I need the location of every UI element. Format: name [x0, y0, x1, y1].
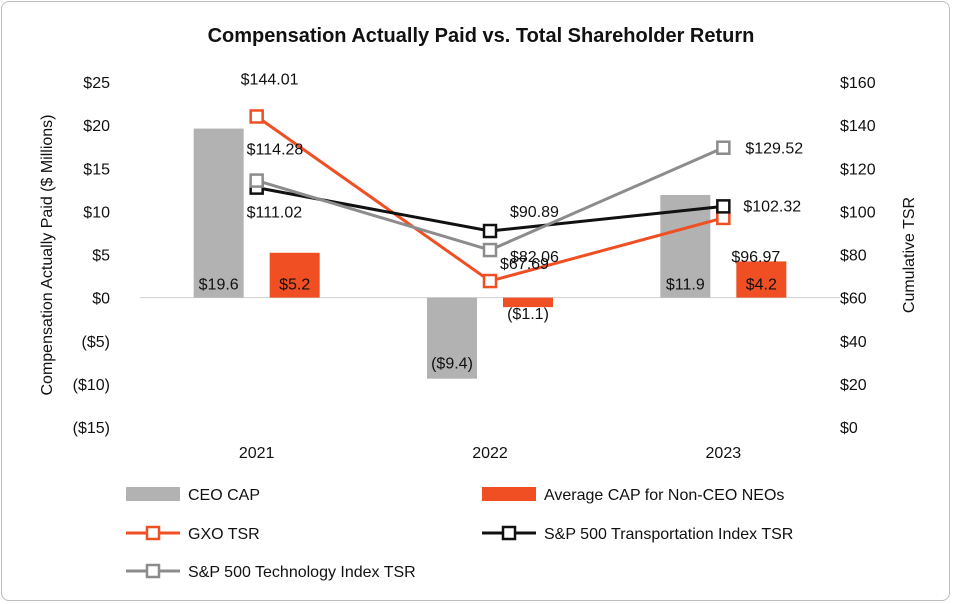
y-axis-label: Compensation Actually Paid ($ Millions) [39, 114, 56, 395]
bar-label-0-1: ($9.4) [431, 356, 473, 373]
bar-label-0-0: $19.6 [199, 277, 239, 294]
line-label-2-2: $129.52 [745, 141, 803, 158]
x-tick-label: 2021 [239, 445, 275, 462]
line-series: $144.01 $67.69 $96.97 $111.02 $90.89 $102.32 $… [241, 71, 803, 289]
right-tick-label: $20 [840, 377, 867, 394]
line-label-2-0: $114.28 [247, 142, 304, 159]
legend-item: GXO TSR [126, 525, 260, 543]
right-tick-label: $160 [840, 75, 876, 92]
marker-2-0 [249, 173, 264, 188]
bar-1-0 [269, 252, 320, 298]
chart-title: Compensation Actually Paid vs. Total Sha… [208, 25, 755, 47]
left-tick-label: ($15) [73, 420, 110, 437]
left-tick-label: $5 [92, 248, 110, 265]
left-axis-ticks: ($15) ($10) ($5) $0 $5 $10 $15 $20 $25 [73, 75, 110, 437]
right-tick-label: $100 [840, 204, 876, 221]
right-tick-label: $60 [840, 291, 867, 308]
left-tick-label: ($5) [82, 334, 110, 351]
left-tick-label: $10 [83, 204, 110, 221]
legend-item: S&P 500 Transportation Index TSR [482, 525, 793, 543]
line-label-0-1: $67.69 [500, 256, 549, 273]
marker-0-2 [716, 210, 731, 226]
left-tick-label: $15 [83, 161, 110, 178]
legend-label: CEO CAP [188, 487, 260, 504]
right-axis-ticks: $0 $20 $40 $60 $80 $100 $120 $140 $160 [840, 75, 876, 437]
bar-series: $19.6 ($9.4) $11.9 $5.2 ($1.1) $4.2 [193, 128, 787, 379]
bar-label-1-2: $4.2 [746, 277, 777, 294]
marker-1-2 [716, 199, 731, 214]
x-axis-tick-labels: 2021 2022 2023 [239, 445, 741, 462]
marker-2-1 [482, 242, 498, 258]
marker-0-0 [249, 109, 264, 124]
legend-swatch [482, 487, 536, 501]
line-label-0-2: $96.97 [731, 249, 780, 266]
left-tick-label: $25 [83, 75, 110, 92]
right-tick-label: $40 [840, 334, 867, 351]
line-label-2-1: $82.06 [510, 249, 559, 266]
legend-label: Average CAP for Non-CEO NEOs [544, 487, 784, 504]
legend-label: S&P 500 Technology Index TSR [188, 564, 416, 581]
bar-1-2 [736, 261, 787, 298]
legend-label: S&P 500 Transportation Index TSR [544, 526, 793, 543]
bar-label-1-1: ($1.1) [507, 306, 549, 323]
bar-0-1 [427, 297, 477, 379]
bar-label-0-2: $11.9 [666, 277, 705, 294]
left-tick-label: $20 [83, 118, 110, 135]
line-label-1-1: $90.89 [510, 204, 559, 221]
legend: CEO CAP Average CAP for Non-CEO NEOs GXO T… [126, 487, 793, 581]
right-tick-label: $140 [840, 118, 876, 135]
right-tick-label: $80 [840, 248, 867, 265]
right-tick-label: $120 [840, 161, 876, 178]
marker-0-1 [482, 273, 498, 289]
legend-item: Average CAP for Non-CEO NEOs [482, 487, 784, 504]
legend-item: CEO CAP [126, 487, 260, 504]
y2-axis-label: Cumulative TSR [901, 197, 918, 313]
right-tick-label: $0 [840, 420, 858, 437]
legend-swatch-marker [145, 525, 161, 541]
left-tick-label: $0 [92, 291, 110, 308]
left-tick-label: ($10) [73, 377, 110, 394]
legend-swatch-marker [145, 563, 161, 579]
line-label-1-2: $102.32 [743, 198, 801, 215]
marker-2-2 [716, 140, 731, 155]
legend-swatch-marker [501, 525, 517, 541]
line-label-0-0: $144.01 [241, 71, 299, 88]
x-tick-label: 2023 [706, 445, 742, 462]
legend-swatch [126, 487, 180, 501]
bar-0-0 [193, 128, 244, 298]
line-label-1-0: $111.02 [247, 205, 303, 222]
marker-1-1 [482, 223, 498, 239]
x-tick-label: 2022 [472, 445, 508, 462]
bar-label-1-0: $5.2 [279, 277, 310, 294]
legend-label: GXO TSR [188, 526, 260, 543]
legend-item: S&P 500 Technology Index TSR [126, 563, 416, 581]
bar-1-1 [503, 297, 553, 308]
